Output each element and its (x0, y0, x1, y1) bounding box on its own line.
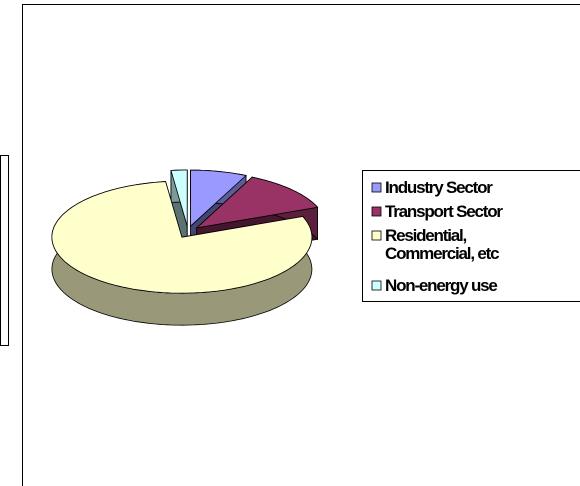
slice (195, 176, 319, 229)
legend-swatch (371, 230, 382, 241)
legend-item: Industry Sector (385, 179, 493, 197)
legend-label: Transport Sector (385, 203, 503, 221)
side-frame (0, 155, 9, 346)
legend-swatch (371, 206, 382, 217)
slice (51, 181, 313, 294)
legend-item: Non-energy use (385, 277, 498, 295)
slice (190, 169, 247, 228)
legend-swatch (371, 182, 382, 193)
legend-label: Non-energy use (385, 277, 498, 295)
slice (170, 169, 188, 227)
legend-item: Residential, Commercial, etc (385, 227, 500, 263)
legend-label: Residential, Commercial, etc (385, 227, 500, 263)
legend-box (362, 170, 580, 302)
legend-item: Transport Sector (385, 203, 503, 221)
legend-swatch (371, 280, 382, 291)
legend-label: Industry Sector (385, 179, 493, 197)
